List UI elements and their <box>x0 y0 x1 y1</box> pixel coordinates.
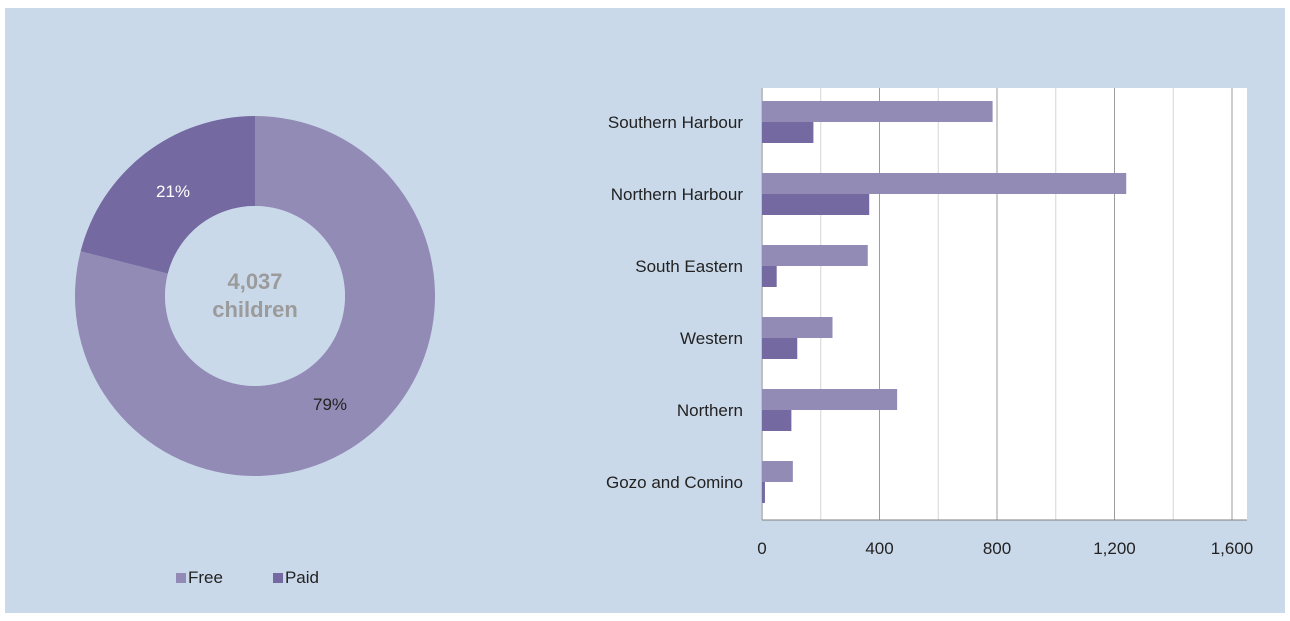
bar-paid-3 <box>762 338 797 359</box>
category-label: Western <box>680 329 743 348</box>
category-label: Southern Harbour <box>608 113 743 132</box>
bar-paid-5 <box>762 482 765 503</box>
bar-free-5 <box>762 461 793 482</box>
x-tick-label: 800 <box>983 539 1011 558</box>
bar-free-2 <box>762 245 868 266</box>
bar-paid-4 <box>762 410 791 431</box>
bar-free-1 <box>762 173 1126 194</box>
bar-free-0 <box>762 101 993 122</box>
category-label: Northern <box>677 401 743 420</box>
bar-paid-2 <box>762 266 777 287</box>
bar-paid-0 <box>762 122 813 143</box>
category-label: Gozo and Comino <box>606 473 743 492</box>
bar-paid-1 <box>762 194 869 215</box>
category-label: Northern Harbour <box>611 185 744 204</box>
plot-area <box>761 88 1247 520</box>
x-tick-label: 0 <box>757 539 766 558</box>
x-tick-label: 1,200 <box>1093 539 1136 558</box>
x-tick-label: 1,600 <box>1211 539 1254 558</box>
bar-free-3 <box>762 317 833 338</box>
bar-free-4 <box>762 389 897 410</box>
x-tick-label: 400 <box>865 539 893 558</box>
category-label: South Eastern <box>635 257 743 276</box>
